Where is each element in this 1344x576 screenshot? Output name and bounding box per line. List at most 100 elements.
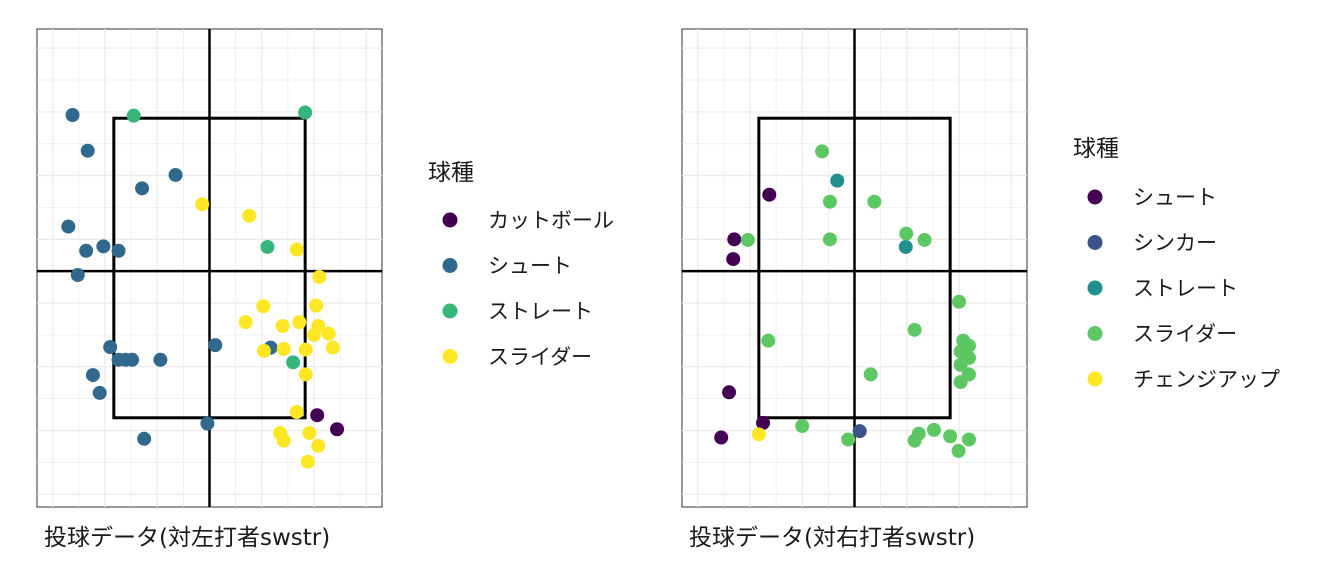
data-point <box>830 173 845 188</box>
legend-title: 球種 <box>1073 136 1119 162</box>
series-2 <box>852 424 867 439</box>
data-point <box>208 338 223 353</box>
data-point <box>80 143 95 158</box>
data-point <box>103 340 118 355</box>
data-point <box>751 427 766 442</box>
series-3 <box>830 173 913 254</box>
data-point <box>289 405 304 420</box>
data-point <box>85 368 100 383</box>
legend-label: シュート <box>1133 186 1217 210</box>
data-point <box>137 431 152 446</box>
data-point <box>302 426 317 441</box>
data-point <box>298 105 313 120</box>
data-point <box>953 375 968 390</box>
data-point <box>907 322 922 337</box>
legend-key <box>442 303 458 319</box>
data-point <box>300 454 315 469</box>
data-point <box>330 422 345 437</box>
data-point <box>289 242 304 257</box>
data-point <box>276 341 291 356</box>
legend-label: シンカー <box>1133 231 1217 255</box>
legend-label: カットボール <box>488 209 614 233</box>
legend-key <box>1087 371 1103 387</box>
data-point <box>841 432 856 447</box>
data-point <box>822 232 837 247</box>
data-point <box>756 415 771 430</box>
data-point <box>961 432 976 447</box>
data-point <box>298 342 313 357</box>
data-point <box>953 357 968 372</box>
data-point <box>256 299 271 314</box>
data-point <box>311 318 326 333</box>
data-point <box>298 367 313 382</box>
chart-title: 投球データ(対右打者swstr) <box>689 525 975 551</box>
data-point <box>96 239 111 254</box>
data-point <box>238 315 253 330</box>
data-point <box>311 438 326 453</box>
data-point <box>70 268 85 283</box>
data-point <box>286 355 301 370</box>
data-point <box>761 333 776 348</box>
legend-label: ストレート <box>1133 277 1238 301</box>
legend-key <box>1087 189 1103 205</box>
data-point <box>195 197 210 212</box>
legend-label: シュート <box>488 254 572 278</box>
data-point <box>907 433 922 448</box>
data-point <box>292 315 307 330</box>
data-point <box>714 430 729 445</box>
data-point <box>126 108 141 123</box>
data-point <box>65 108 80 123</box>
data-point <box>951 443 966 458</box>
data-point <box>815 144 830 159</box>
legend-key <box>1087 280 1103 296</box>
data-point <box>325 340 340 355</box>
legend-label: チェンジアップ <box>1133 368 1280 392</box>
data-point <box>111 243 126 258</box>
data-point <box>321 326 336 341</box>
legend-key <box>1087 235 1103 250</box>
data-point <box>135 181 150 196</box>
data-point <box>312 269 327 284</box>
data-point <box>200 416 215 431</box>
data-point <box>92 385 107 400</box>
data-point <box>926 422 941 437</box>
data-point <box>795 419 810 434</box>
series-5 <box>751 427 766 442</box>
data-point <box>852 424 867 439</box>
data-point <box>952 294 967 309</box>
data-point <box>943 429 958 444</box>
data-point <box>125 352 140 367</box>
data-point <box>898 239 913 254</box>
legend-label: スライダー <box>1133 322 1237 346</box>
data-point <box>727 232 742 247</box>
data-point <box>275 318 290 333</box>
legend-key <box>442 258 458 273</box>
data-point <box>740 232 755 247</box>
data-point <box>260 239 275 254</box>
legend-label: ストレート <box>488 300 593 324</box>
data-point <box>79 243 94 258</box>
series-3 <box>126 105 313 370</box>
data-point <box>276 433 291 448</box>
data-point <box>242 208 257 223</box>
series-4 <box>740 144 976 458</box>
data-point <box>762 187 777 202</box>
data-point <box>722 385 737 400</box>
data-point <box>153 352 168 367</box>
data-point <box>726 252 741 267</box>
series-1 <box>714 187 777 445</box>
legend-key <box>442 212 458 228</box>
legend-label: スライダー <box>488 345 592 369</box>
data-point <box>310 408 325 423</box>
data-point <box>309 298 324 313</box>
data-point <box>917 232 932 247</box>
data-point <box>61 219 76 234</box>
data-point <box>867 194 882 209</box>
series-2 <box>61 108 278 446</box>
series-1 <box>310 408 345 437</box>
scatter-panel-2: 投球データ(対右打者swstr) 球種シュートシンカーストレートスライダーチェンジ… <box>681 28 1280 551</box>
